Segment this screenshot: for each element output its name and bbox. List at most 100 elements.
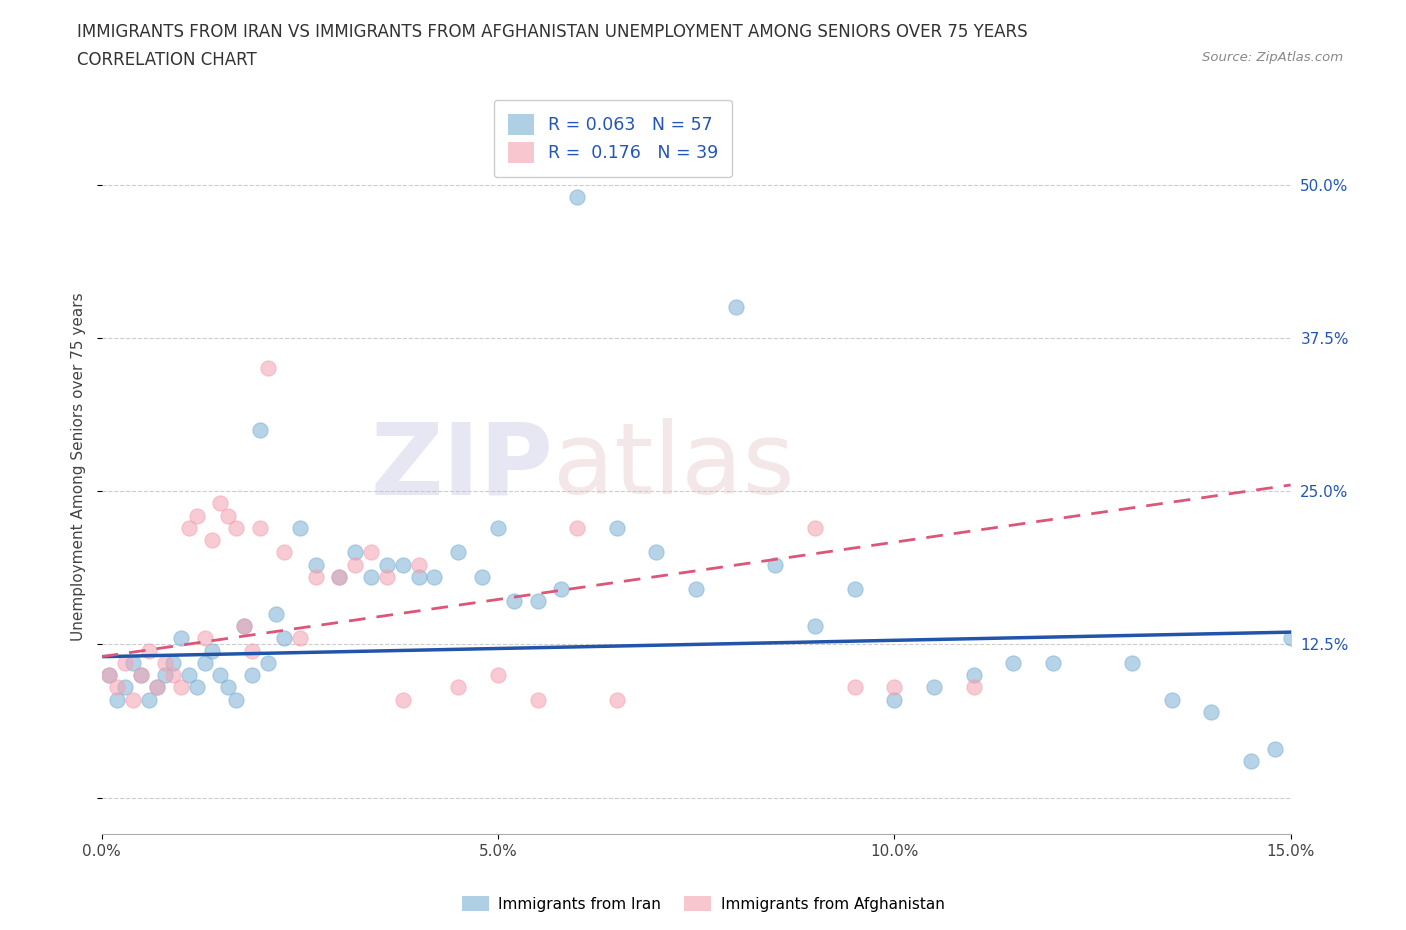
Point xyxy=(1264,741,1286,756)
Point xyxy=(1042,656,1064,671)
Point xyxy=(804,618,827,633)
Point xyxy=(273,545,295,560)
Point xyxy=(193,656,215,671)
Point xyxy=(105,692,128,707)
Point xyxy=(217,680,239,695)
Point xyxy=(114,680,136,695)
Point xyxy=(1240,753,1263,768)
Text: IMMIGRANTS FROM IRAN VS IMMIGRANTS FROM AFGHANISTAN UNEMPLOYMENT AMONG SENIORS O: IMMIGRANTS FROM IRAN VS IMMIGRANTS FROM … xyxy=(77,23,1028,41)
Point xyxy=(233,618,256,633)
Legend: R = 0.063   N = 57, R =  0.176   N = 39: R = 0.063 N = 57, R = 0.176 N = 39 xyxy=(494,100,731,177)
Point xyxy=(162,668,184,683)
Point xyxy=(565,521,588,536)
Point xyxy=(129,668,152,683)
Point xyxy=(883,692,905,707)
Point xyxy=(1121,656,1143,671)
Point xyxy=(550,582,572,597)
Point xyxy=(186,508,208,523)
Point xyxy=(304,569,326,584)
Point xyxy=(344,545,367,560)
Point xyxy=(98,668,121,683)
Point xyxy=(328,569,350,584)
Point xyxy=(1160,692,1182,707)
Point xyxy=(962,680,984,695)
Point xyxy=(264,606,287,621)
Point xyxy=(360,569,382,584)
Point xyxy=(233,618,256,633)
Point xyxy=(328,569,350,584)
Point xyxy=(471,569,494,584)
Point xyxy=(273,631,295,645)
Point xyxy=(138,692,160,707)
Point xyxy=(288,631,311,645)
Point xyxy=(105,680,128,695)
Point xyxy=(177,668,200,683)
Point xyxy=(288,521,311,536)
Point xyxy=(486,521,509,536)
Point xyxy=(1201,704,1223,719)
Point xyxy=(1002,656,1025,671)
Point xyxy=(249,422,271,437)
Text: atlas: atlas xyxy=(554,418,794,515)
Point xyxy=(98,668,121,683)
Point xyxy=(962,668,984,683)
Point xyxy=(391,692,413,707)
Point xyxy=(502,594,524,609)
Point xyxy=(146,680,169,695)
Point xyxy=(114,656,136,671)
Point xyxy=(249,521,271,536)
Point xyxy=(122,656,145,671)
Point xyxy=(486,668,509,683)
Point xyxy=(201,643,224,658)
Point xyxy=(724,299,747,314)
Point xyxy=(883,680,905,695)
Point xyxy=(257,656,280,671)
Point xyxy=(606,521,628,536)
Point xyxy=(170,631,193,645)
Point xyxy=(209,496,232,511)
Point xyxy=(304,557,326,572)
Point xyxy=(606,692,628,707)
Point xyxy=(645,545,668,560)
Point xyxy=(685,582,707,597)
Point xyxy=(193,631,215,645)
Point xyxy=(153,668,176,683)
Text: Source: ZipAtlas.com: Source: ZipAtlas.com xyxy=(1202,51,1343,64)
Point xyxy=(201,533,224,548)
Point xyxy=(408,569,430,584)
Point xyxy=(257,361,280,376)
Text: CORRELATION CHART: CORRELATION CHART xyxy=(77,51,257,69)
Point xyxy=(122,692,145,707)
Y-axis label: Unemployment Among Seniors over 75 years: Unemployment Among Seniors over 75 years xyxy=(72,292,86,641)
Point xyxy=(423,569,446,584)
Point xyxy=(565,190,588,205)
Point xyxy=(129,668,152,683)
Point xyxy=(225,521,247,536)
Text: ZIP: ZIP xyxy=(371,418,554,515)
Point xyxy=(209,668,232,683)
Point xyxy=(922,680,945,695)
Point xyxy=(225,692,247,707)
Point xyxy=(1279,631,1302,645)
Point xyxy=(804,521,827,536)
Legend: Immigrants from Iran, Immigrants from Afghanistan: Immigrants from Iran, Immigrants from Af… xyxy=(456,889,950,918)
Point xyxy=(344,557,367,572)
Point xyxy=(146,680,169,695)
Point xyxy=(217,508,239,523)
Point xyxy=(844,582,866,597)
Point xyxy=(177,521,200,536)
Point xyxy=(170,680,193,695)
Point xyxy=(375,557,398,572)
Point xyxy=(391,557,413,572)
Point xyxy=(360,545,382,560)
Point xyxy=(526,692,548,707)
Point xyxy=(186,680,208,695)
Point xyxy=(447,545,470,560)
Point xyxy=(153,656,176,671)
Point xyxy=(763,557,786,572)
Point xyxy=(408,557,430,572)
Point xyxy=(526,594,548,609)
Point xyxy=(240,668,263,683)
Point xyxy=(844,680,866,695)
Point xyxy=(162,656,184,671)
